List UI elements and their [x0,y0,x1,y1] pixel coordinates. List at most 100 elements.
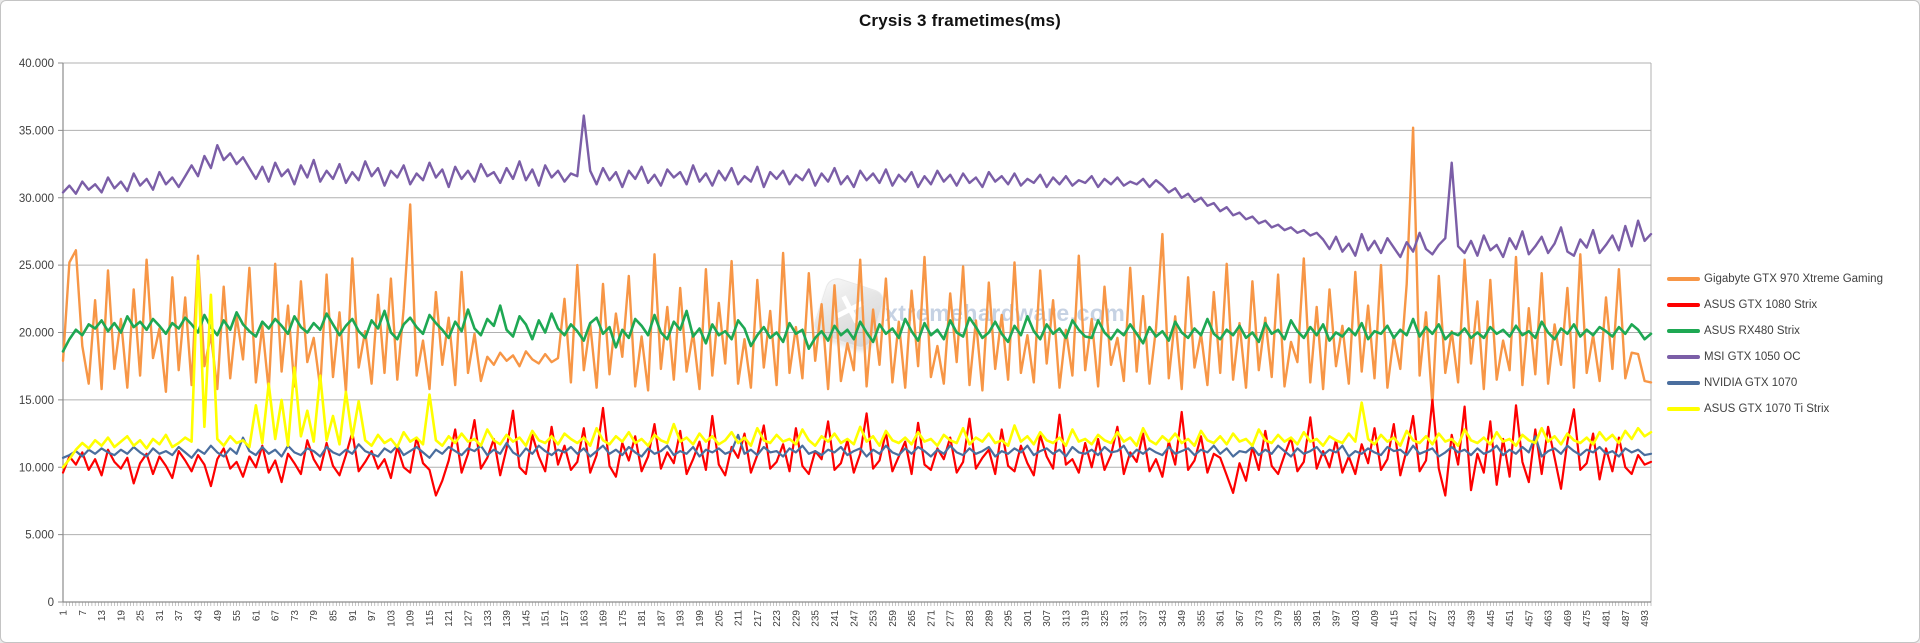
x-axis-label: 325 [1100,610,1111,627]
y-axis-label: 25.000 [19,260,54,272]
legend-item-gtx1080: ASUS GTX 1080 Strix [1667,292,1883,318]
x-axis-label: 73 [290,610,301,622]
x-axis-label: 103 [386,610,397,627]
x-axis-label: 175 [618,610,629,627]
x-axis-label: 37 [174,610,185,622]
x-axis-label: 487 [1621,610,1632,627]
x-axis-label: 199 [695,610,706,627]
x-axis-label: 85 [329,610,340,622]
watermark: ✕ xtremehardware.com [811,275,1126,351]
legend-label-rx480: ASUS RX480 Strix [1704,325,1800,337]
legend: Gigabyte GTX 970 Xtreme Gaming ASUS GTX 1… [1667,266,1883,422]
y-axis-label: 20.000 [19,328,54,340]
x-axis-label: 79 [309,610,320,622]
legend-swatch-gtx970 [1667,277,1700,281]
x-axis-label: 439 [1466,610,1477,627]
x-axis-label: 313 [1061,610,1072,627]
x-axis-label: 433 [1447,610,1458,627]
x-axis-label: 415 [1389,610,1400,627]
x-axis-label: 91 [348,610,359,622]
x-axis-label: 475 [1582,610,1593,627]
x-axis-label: 139 [502,610,513,627]
x-axis-label: 289 [984,610,995,627]
legend-item-rx480: ASUS RX480 Strix [1667,318,1883,344]
y-axis-label: 35.000 [19,125,54,137]
x-axis-label: 481 [1601,610,1612,627]
legend-swatch-gtx1080 [1667,303,1700,307]
x-axis-label: 217 [753,610,764,627]
y-axis-label: 40.000 [19,58,54,70]
x-axis-label: 97 [367,610,378,622]
x-axis-label: 379 [1274,610,1285,627]
x-axis-label: 31 [155,610,166,622]
x-axis-label: 67 [271,610,282,622]
legend-swatch-gtx1070 [1667,381,1700,385]
x-axis-label: 247 [849,610,860,627]
x-axis-label: 109 [406,610,417,627]
legend-label-gtx1070: NVIDIA GTX 1070 [1704,377,1798,389]
x-axis-label: 385 [1293,610,1304,627]
x-axis-label: 133 [483,610,494,627]
x-axis-label: 283 [965,610,976,627]
x-axis-label: 457 [1524,610,1535,627]
series-line-gtx1070ti [61,259,1653,469]
x-axis-label: 229 [791,610,802,627]
x-axis-label: 193 [676,610,687,627]
x-axis-label: 265 [907,610,918,627]
legend-item-gtx1070: NVIDIA GTX 1070 [1667,370,1883,396]
x-axis-label: 121 [444,610,455,627]
x-axis-label: 127 [464,610,475,627]
x-axis-label: 307 [1042,610,1053,627]
x-axis-label: 163 [579,610,590,627]
legend-swatch-rx480 [1667,329,1700,333]
x-axis-label: 469 [1563,610,1574,627]
x-axis-label: 19 [116,610,127,622]
x-axis-label: 235 [811,610,822,627]
y-axis-label: 10.000 [19,462,54,474]
x-axis-label: 25 [136,610,147,622]
legend-label-gtx1080: ASUS GTX 1080 Strix [1704,299,1818,311]
x-axis-label: 337 [1139,610,1150,627]
x-axis-label: 367 [1235,610,1246,627]
x-axis-label: 427 [1428,610,1439,627]
x-axis-label: 295 [1004,610,1015,627]
legend-swatch-gtx1070ti [1667,407,1700,411]
x-axis-label: 391 [1312,610,1323,627]
x-axis-label: 49 [213,610,224,622]
watermark-text: xtremehardware.com [885,299,1126,326]
x-axis-label: 445 [1486,610,1497,627]
x-axis-label: 151 [541,610,552,627]
x-axis-label: 205 [714,610,725,627]
x-axis-label: 397 [1331,610,1342,627]
x-axis-label: 331 [1119,610,1130,627]
x-axis-label: 493 [1640,610,1651,627]
x-axis-label: 187 [656,610,667,627]
x-axis-label: 343 [1158,610,1169,627]
x-axis-label: 271 [926,610,937,627]
x-axis-label: 403 [1351,610,1362,627]
legend-item-gtx970: Gigabyte GTX 970 Xtreme Gaming [1667,266,1883,292]
legend-item-gtx1050: MSI GTX 1050 OC [1667,344,1883,370]
x-axis-label: 169 [599,610,610,627]
x-axis-label: 421 [1409,610,1420,627]
x-axis-label: 301 [1023,610,1034,627]
x-axis-label: 1 [59,610,70,616]
x-axis-label: 181 [637,610,648,627]
x-axis-label: 223 [772,610,783,627]
series-line-gtx970 [61,126,1653,407]
x-axis-label: 157 [560,610,571,627]
legend-label-gtx970: Gigabyte GTX 970 Xtreme Gaming [1704,273,1883,285]
x-axis-label: 61 [251,610,262,622]
x-axis-label: 211 [734,610,745,626]
x-axis-label: 241 [830,610,841,627]
x-axis-label: 463 [1544,610,1555,627]
x-axis-label: 373 [1254,610,1265,627]
chart-title: Crysis 3 frametimes(ms) [858,11,1062,30]
x-axis-label: 259 [888,610,899,627]
legend-label-gtx1070ti: ASUS GTX 1070 Ti Strix [1704,403,1830,415]
x-axis-label: 355 [1196,610,1207,627]
x-axis-label: 319 [1081,610,1092,627]
x-axis-label: 7 [78,610,89,616]
